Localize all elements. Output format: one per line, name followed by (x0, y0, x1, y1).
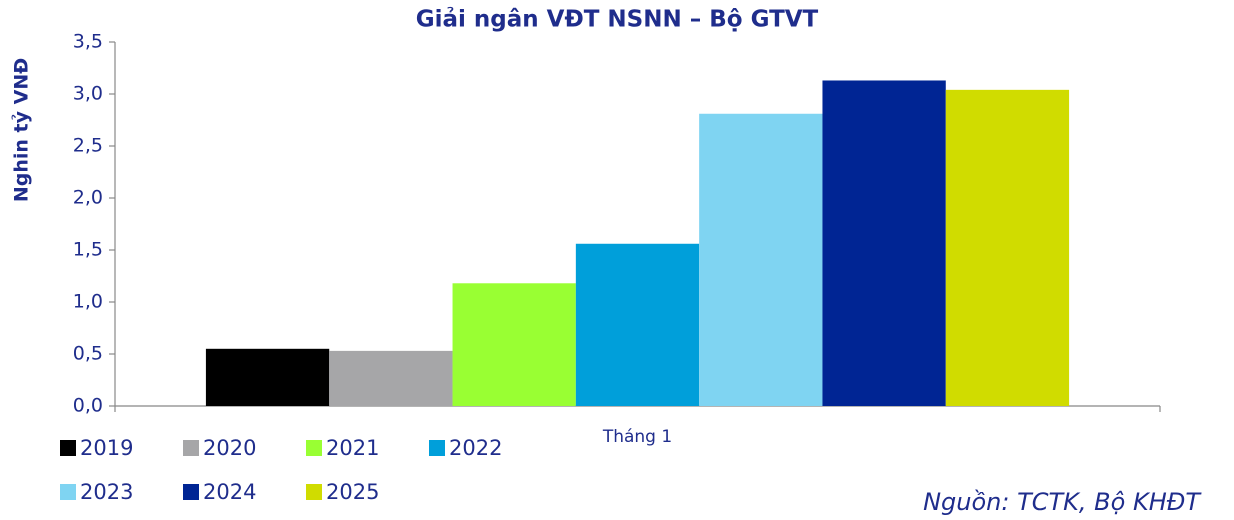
legend-swatch (60, 440, 76, 456)
legend-label: 2020 (203, 436, 256, 460)
legend-label: 2023 (80, 480, 133, 504)
bar (822, 80, 946, 406)
legend-swatch (183, 440, 199, 456)
bar (205, 348, 330, 406)
bar (945, 89, 1070, 406)
legend-label: 2025 (326, 480, 379, 504)
y-tick-label: 1,0 (73, 291, 103, 313)
legend-swatch (429, 440, 445, 456)
source-note: Nguồn: TCTK, Bộ KHĐT (923, 488, 1202, 516)
bar (575, 243, 700, 406)
legend-label: 2019 (80, 436, 133, 460)
y-axis-title: Nghin tỷ VNĐ (11, 58, 33, 202)
chart-title: Giải ngân VĐT NSNN – Bộ GTVT (416, 7, 819, 33)
legend-label: 2021 (326, 436, 379, 460)
y-tick-label: 3,0 (73, 83, 103, 105)
legend-swatch (183, 484, 199, 500)
y-tick-label: 3,5 (73, 31, 103, 53)
bar (699, 113, 823, 406)
legend-label: 2022 (449, 436, 502, 460)
legend-swatch (60, 484, 76, 500)
y-tick-label: 2,0 (73, 187, 103, 209)
y-tick-label: 1,5 (73, 239, 103, 261)
y-tick-label: 0,5 (73, 343, 103, 365)
x-tick-label: Tháng 1 (602, 427, 672, 447)
bar (452, 283, 576, 406)
legend-swatch (306, 484, 322, 500)
bar (329, 350, 453, 406)
y-tick-label: 0,0 (73, 395, 103, 417)
legend-swatch (306, 440, 322, 456)
legend-label: 2024 (203, 480, 256, 504)
y-tick-label: 2,5 (73, 135, 103, 157)
